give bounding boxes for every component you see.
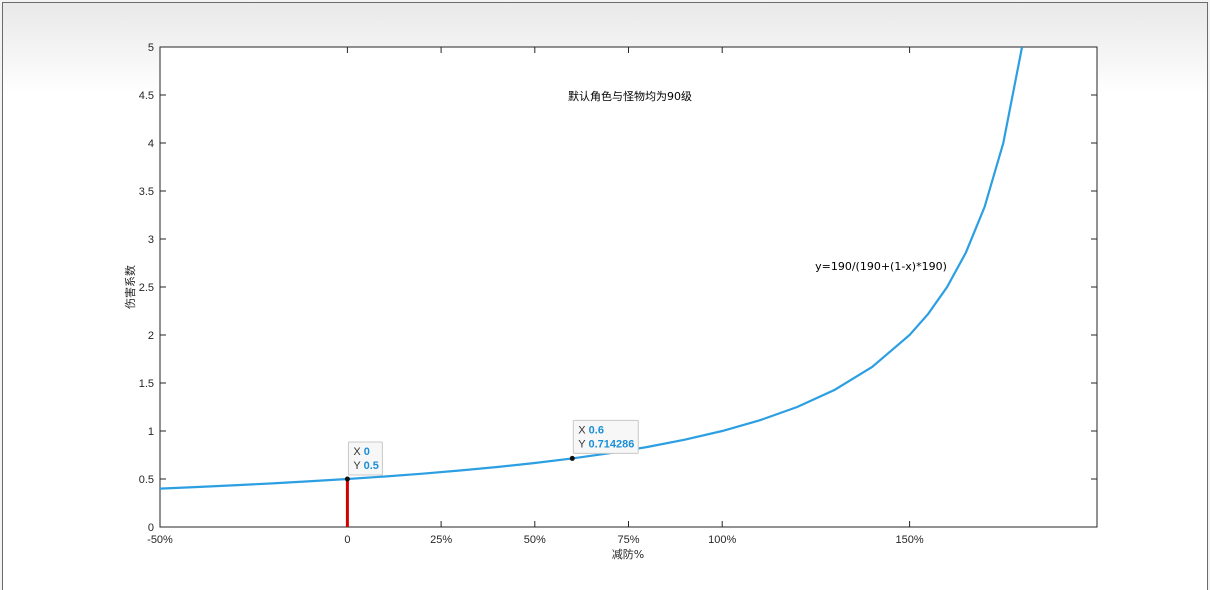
- x-axis-label: 减防%: [612, 547, 644, 561]
- y-tick-label: 3.5: [139, 186, 154, 198]
- y-tick-label: 4: [148, 138, 154, 150]
- axis-ticks: 00.511.522.533.544.55-50% 0 25% 50% 75% 100% 1…: [139, 42, 1097, 546]
- datatip-box[interactable]: [572, 419, 639, 454]
- datatip-y-value: 0.714286: [588, 438, 634, 450]
- y-tick-label: 3: [148, 234, 154, 246]
- datatip-x-row: X 0.6: [578, 424, 604, 436]
- x-tick-label: 25%: [430, 534, 452, 546]
- datatip-x-value: 0: [364, 446, 370, 458]
- series-group: [160, 47, 1024, 490]
- datatip-y-value: 0.5: [364, 460, 379, 472]
- datatip-marker[interactable]: [569, 455, 575, 461]
- plot-area: [159, 46, 1098, 528]
- y-tick-label: 1: [148, 426, 154, 438]
- datatip-y-row: Y 0.714286: [578, 438, 634, 450]
- datatip-x-key: X: [353, 446, 363, 458]
- x-tick-label: -50%: [147, 534, 173, 546]
- datatip-marker[interactable]: [344, 476, 350, 482]
- x-tick-label: 75%: [617, 534, 639, 546]
- datatip-y-row: Y 0.5: [353, 460, 379, 472]
- y-tick-label: 0: [148, 522, 154, 534]
- x-tick-label: 150%: [896, 534, 924, 546]
- x-tick-label: 50%: [524, 534, 546, 546]
- datatip-y-key: Y: [353, 460, 363, 472]
- y-axis-label: 伤害系数: [123, 265, 137, 309]
- datatips-group: X 0Y 0.5X 0.6Y 0.714286: [344, 419, 639, 482]
- y-tick-label: 5: [148, 42, 154, 54]
- annotation-formula: y=190/(190+(1-x)*190): [815, 260, 947, 273]
- y-tick-label: 2: [148, 330, 154, 342]
- datatip-x-value: 0.6: [589, 424, 604, 436]
- x-tick-label: 0: [344, 534, 350, 546]
- datatip-x-key: X: [578, 424, 588, 436]
- datatip-x-row: X 0: [353, 446, 370, 458]
- x-tick-label: 100%: [708, 534, 736, 546]
- series-line: [160, 47, 1024, 490]
- datatip-y-key: Y: [578, 438, 588, 450]
- y-tick-label: 4.5: [139, 90, 154, 102]
- y-tick-label: 2.5: [139, 282, 154, 294]
- datatip-box[interactable]: [347, 441, 383, 476]
- y-tick-label: 1.5: [139, 378, 154, 390]
- y-tick-label: 0.5: [139, 474, 154, 486]
- annotation-level-note: 默认角色与怪物均为90级: [568, 89, 692, 103]
